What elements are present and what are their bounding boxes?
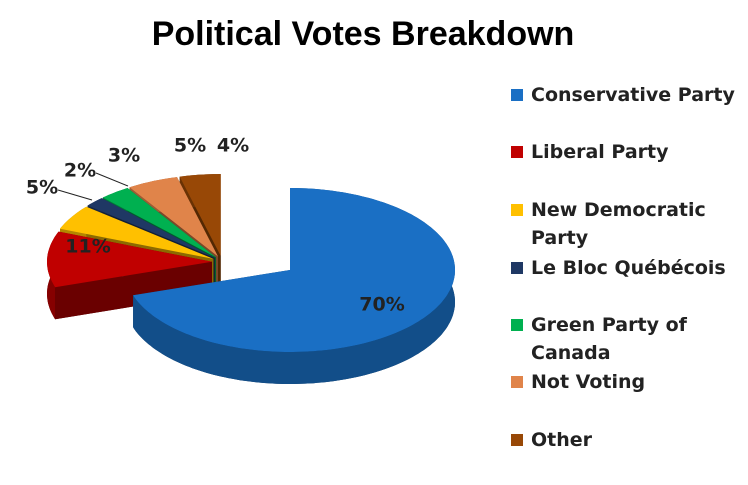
leader-line	[57, 189, 93, 201]
value-label: 5%	[174, 135, 206, 157]
value-label: 2%	[64, 160, 96, 182]
legend-swatch	[511, 146, 523, 158]
slice	[102, 188, 216, 258]
value-label: 70%	[359, 294, 404, 316]
slice	[60, 206, 214, 259]
legend-label: Liberal Party	[531, 141, 669, 163]
legend-item: Conservative Party	[511, 81, 741, 109]
slice	[87, 198, 215, 258]
value-label: 11%	[65, 236, 110, 258]
legend-item: Green Party of Canada	[511, 311, 741, 367]
legend-swatch	[511, 376, 523, 388]
legend-item: New Democratic Party	[511, 196, 741, 252]
legend-item: Le Bloc Québécois	[511, 254, 741, 282]
legend-item: Not Voting	[511, 368, 741, 396]
legend-swatch	[511, 319, 523, 331]
slice	[133, 188, 455, 352]
chart-title: Political Votes Breakdown	[152, 15, 575, 53]
value-label: 4%	[217, 135, 249, 157]
legend-label: Other	[531, 429, 593, 451]
value-label: 3%	[108, 145, 140, 167]
legend-swatch	[511, 89, 523, 101]
legend-label: New Democratic Party	[531, 199, 706, 249]
legend-swatch	[511, 434, 523, 446]
legend-item: Other	[511, 426, 741, 454]
legend-swatch	[511, 262, 523, 274]
value-label: 5%	[26, 177, 58, 199]
legend-label: Le Bloc Québécois	[531, 257, 726, 279]
slice	[179, 174, 221, 256]
legend-item: Liberal Party	[511, 138, 741, 166]
legend-label: Not Voting	[531, 371, 646, 393]
leader-line	[95, 172, 129, 187]
legend-swatch	[511, 204, 523, 216]
legend-label: Conservative Party	[531, 84, 735, 106]
slice	[129, 177, 218, 257]
legend-label: Green Party of Canada	[531, 314, 687, 364]
slice	[47, 231, 212, 288]
